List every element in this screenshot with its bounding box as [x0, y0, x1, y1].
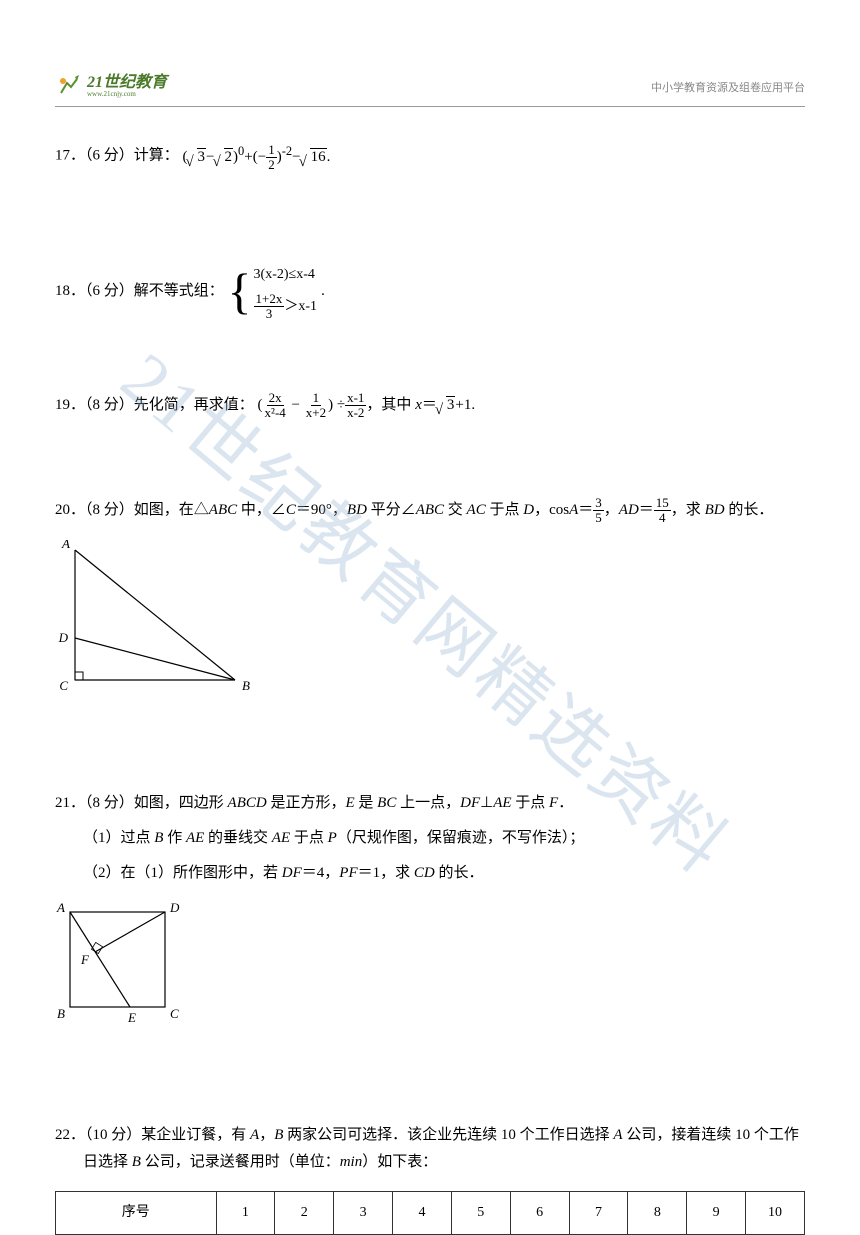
- problem-number: 21．: [55, 795, 85, 811]
- var-x: x: [415, 397, 422, 413]
- table-col: 6: [510, 1192, 569, 1234]
- problem-22: 22．（10 分）某企业订餐，有 A，B 两家公司可选择．该企业先连续 10 个…: [55, 1122, 805, 1234]
- header-right-text: 中小学教育资源及组卷应用平台: [651, 79, 805, 95]
- problem-number: 17．: [55, 148, 85, 164]
- table-col: 2: [275, 1192, 334, 1234]
- table-col: 8: [628, 1192, 687, 1234]
- data-table: 序号 1 2 3 4 5 6 7 8 9 10: [55, 1191, 805, 1234]
- problem-18: 18．（6 分）解不等式组： { 3(x-2)≤x-4 1+2x3 ＞x-1 .: [55, 262, 805, 321]
- sub-item-1: （1）过点 B 作 AE 的垂线交 AE 于点 P（尺规作图，保留痕迹，不写作法…: [83, 825, 805, 852]
- svg-text:B: B: [57, 1006, 65, 1021]
- triangle-diagram: A D C B: [55, 540, 805, 705]
- problem-number: 19．: [55, 397, 85, 413]
- problem-points: （6 分）: [85, 148, 134, 164]
- problem-label: 计算：: [134, 148, 179, 164]
- problem-points: （10 分）: [85, 1127, 141, 1143]
- problem-20: 20．（8 分）如图，在△ABC 中，∠C＝90°，BD 平分∠ABC 交 AC…: [55, 496, 805, 706]
- svg-text:E: E: [127, 1010, 136, 1025]
- svg-text:D: D: [169, 902, 180, 915]
- svg-text:C: C: [170, 1006, 179, 1021]
- logo-main-text: 21世纪教育: [87, 75, 167, 91]
- problem-points: （8 分）: [85, 795, 134, 811]
- table-header: 序号: [56, 1192, 217, 1234]
- svg-text:A: A: [56, 902, 65, 915]
- math-formula: (2xx²-4 − 1x+2) ÷x-1x-2: [258, 391, 367, 421]
- content-area: 17．（6 分）计算： (√3−√2)0+(−12)-2−√16. 18．（6 …: [55, 140, 805, 1235]
- where-text: ，其中: [366, 397, 415, 413]
- logo-icon: [55, 73, 83, 101]
- problem-points: （8 分）: [85, 502, 134, 518]
- table-col: 4: [393, 1192, 452, 1234]
- problem-label: 解不等式组：: [134, 283, 224, 299]
- table-col: 7: [569, 1192, 628, 1234]
- table-col: 9: [687, 1192, 746, 1234]
- sub-item-2: （2）在（1）所作图形中，若 DF＝4，PF＝1，求 CD 的长．: [83, 860, 805, 887]
- problem-points: （8 分）: [85, 397, 134, 413]
- table-col: 5: [451, 1192, 510, 1234]
- problem-21: 21．（8 分）如图，四边形 ABCD 是正方形，E 是 BC 上一点，DF⊥A…: [55, 790, 805, 1042]
- svg-text:D: D: [58, 630, 69, 645]
- logo: 21世纪教育 www.21cnjy.com: [55, 73, 167, 101]
- sys-line-1: 3(x-2)≤x-4: [254, 262, 318, 287]
- sys-line-2: 1+2x3 ＞x-1: [254, 292, 318, 322]
- problem-number: 22．: [55, 1127, 85, 1143]
- table-col: 1: [216, 1192, 275, 1234]
- text: 如图，在△: [134, 502, 209, 518]
- problem-points: （6 分）: [85, 283, 134, 299]
- problem-19: 19．（8 分）先化简，再求值： (2xx²-4 − 1x+2) ÷x-1x-2…: [55, 391, 805, 421]
- problem-number: 20．: [55, 502, 85, 518]
- problem-number: 18．: [55, 283, 85, 299]
- math-formula: (√3−√2)0+(−12)-2−√16.: [183, 140, 331, 172]
- svg-text:C: C: [59, 678, 68, 693]
- table-col: 3: [334, 1192, 393, 1234]
- square-diagram: A D B C E F: [55, 902, 805, 1042]
- svg-text:F: F: [80, 952, 90, 967]
- svg-text:B: B: [242, 678, 250, 693]
- page-header: 21世纪教育 www.21cnjy.com 中小学教育资源及组卷应用平台: [55, 72, 805, 107]
- problem-17: 17．（6 分）计算： (√3−√2)0+(−12)-2−√16.: [55, 140, 805, 172]
- problem-label: 先化简，再求值：: [134, 397, 254, 413]
- inequality-system: { 3(x-2)≤x-4 1+2x3 ＞x-1 .: [228, 262, 325, 321]
- svg-text:A: A: [61, 540, 70, 551]
- logo-sub-text: www.21cnjy.com: [87, 91, 167, 98]
- table-col: 10: [746, 1192, 805, 1234]
